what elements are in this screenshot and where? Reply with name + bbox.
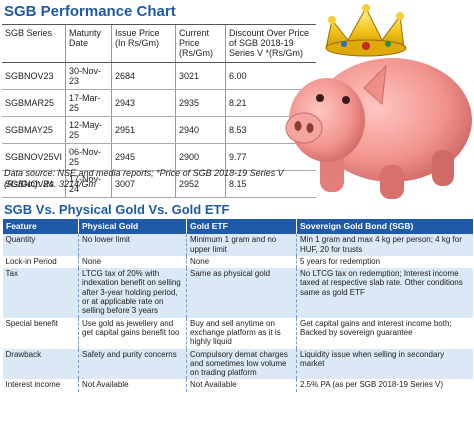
table-row: SGBMAY25 12-May-25 2951 2940 8.53 [2, 116, 316, 144]
row-label: SGBNOV24 [2, 170, 66, 198]
table-row: SGBNOV25VI 06-Nov-25 2945 2900 9.77 [2, 143, 316, 171]
table-cell: 17-Mar-25 [65, 89, 112, 117]
piggy-bank-illustration [285, 4, 472, 199]
table-row: Special benefit Use gold as jewellery and… [2, 317, 473, 349]
row-label: Tax [2, 268, 79, 318]
row-label: Special benefit [2, 317, 79, 349]
comparison-table: Feature Physical Gold Gold ETF Sovereign Go… [2, 219, 473, 392]
table-cell: Same as physical gold [186, 268, 297, 318]
table-cell: No LTCG tax on redemption; Interest inco… [296, 268, 473, 318]
table-cell: Use gold as jewellery and get capital ga… [78, 317, 187, 349]
table-row: SGBNOV23 30-Nov-23 2684 3021 6.00 [2, 62, 316, 90]
table-cell: 2684 [111, 62, 176, 90]
table-cell: None [186, 255, 297, 269]
performance-note: Data source: NSE and media reports; *Pri… [4, 168, 284, 189]
row-label: SGBNOV25VI [2, 143, 66, 171]
table-cell: Buy and sell anytime on exchange platfor… [186, 317, 297, 349]
row-label: Lock-in Period [2, 255, 79, 269]
header-row: Feature Physical Gold Gold ETF Sovereign Go… [2, 219, 473, 235]
table-cell: LTCG tax of 20% with indexation benefit … [78, 268, 187, 318]
column-header: Feature [2, 219, 79, 235]
table-row: Drawback Safety and purity concerns Compul… [2, 348, 473, 380]
table-cell: 5 years for redemption [296, 255, 473, 269]
table-cell: Min 1 gram and max 4 kg per person; 4 kg… [296, 234, 473, 256]
comparison-title: SGB Vs. Physical Gold Vs. Gold ETF [4, 202, 230, 217]
table-row: SGBMAR25 17-Mar-25 2943 2935 8.21 [2, 89, 316, 117]
table-cell: 2945 [111, 143, 176, 171]
table-cell: 8.15 [225, 170, 316, 198]
table-cell: Compulsory demat charges and sometimes l… [186, 348, 297, 380]
row-label: SGBMAR25 [2, 89, 66, 117]
table-cell: 2940 [175, 116, 226, 144]
table-cell: 2.5% PA (as per SGB 2018-19 Series V) [296, 379, 473, 392]
table-row: Lock-in Period None None 5 years for redemp… [2, 255, 473, 269]
table-cell: Liquidity issue when selling in secondar… [296, 348, 473, 380]
table-cell: Safety and purity concerns [78, 348, 187, 380]
header-row: SGB Series Maturity Date Issue Price (In R… [2, 24, 316, 63]
table-cell: 6.00 [225, 62, 316, 90]
performance-table: SGB Series Maturity Date Issue Price (In R… [2, 24, 316, 198]
row-label: Quantity [2, 234, 79, 256]
column-header: Maturity Date [65, 24, 112, 63]
row-label: Interest income [2, 379, 79, 392]
performance-title: SGB Performance Chart [4, 3, 176, 20]
column-header: Physical Gold [78, 219, 187, 235]
table-cell: 12-May-25 [65, 116, 112, 144]
table-cell: 2951 [111, 116, 176, 144]
table-cell: 06-Nov-25 [65, 143, 112, 171]
column-header: Current Price (Rs/Gm) [175, 24, 226, 63]
table-cell: 2935 [175, 89, 226, 117]
table-cell: Get capital gains and interest income bo… [296, 317, 473, 349]
table-cell: 2943 [111, 89, 176, 117]
table-cell: 17-Nov-24 [65, 170, 112, 198]
table-cell: None [78, 255, 187, 269]
table-cell: Not Available [78, 379, 187, 392]
table-row: Interest income Not Available Not Availabl… [2, 379, 473, 392]
column-header: Sovereign Gold Bond (SGB) [296, 219, 473, 235]
table-cell: Minimum 1 gram and no upper limit [186, 234, 297, 256]
table-row: SGBNOV24 17-Nov-24 3007 2952 8.15 [2, 170, 316, 198]
column-header: SGB Series [2, 24, 66, 63]
row-label: SGBMAY25 [2, 116, 66, 144]
column-header: Discount Over Price of SGB 2018-19 Serie… [225, 24, 316, 63]
table-cell: 2900 [175, 143, 226, 171]
table-row: Tax LTCG tax of 20% with indexation benef… [2, 268, 473, 318]
table-cell: 2952 [175, 170, 226, 198]
table-cell: 3021 [175, 62, 226, 90]
table-row: Quantity No lower limit Minimum 1 gram and… [2, 234, 473, 256]
row-label: Drawback [2, 348, 79, 380]
column-header: Gold ETF [186, 219, 297, 235]
table-cell: No lower limit [78, 234, 187, 256]
table-cell: Not Available [186, 379, 297, 392]
column-header: Issue Price (In Rs/Gm) [111, 24, 176, 63]
row-label: SGBNOV23 [2, 62, 66, 90]
table-cell: 3007 [111, 170, 176, 198]
table-cell: 30-Nov-23 [65, 62, 112, 90]
